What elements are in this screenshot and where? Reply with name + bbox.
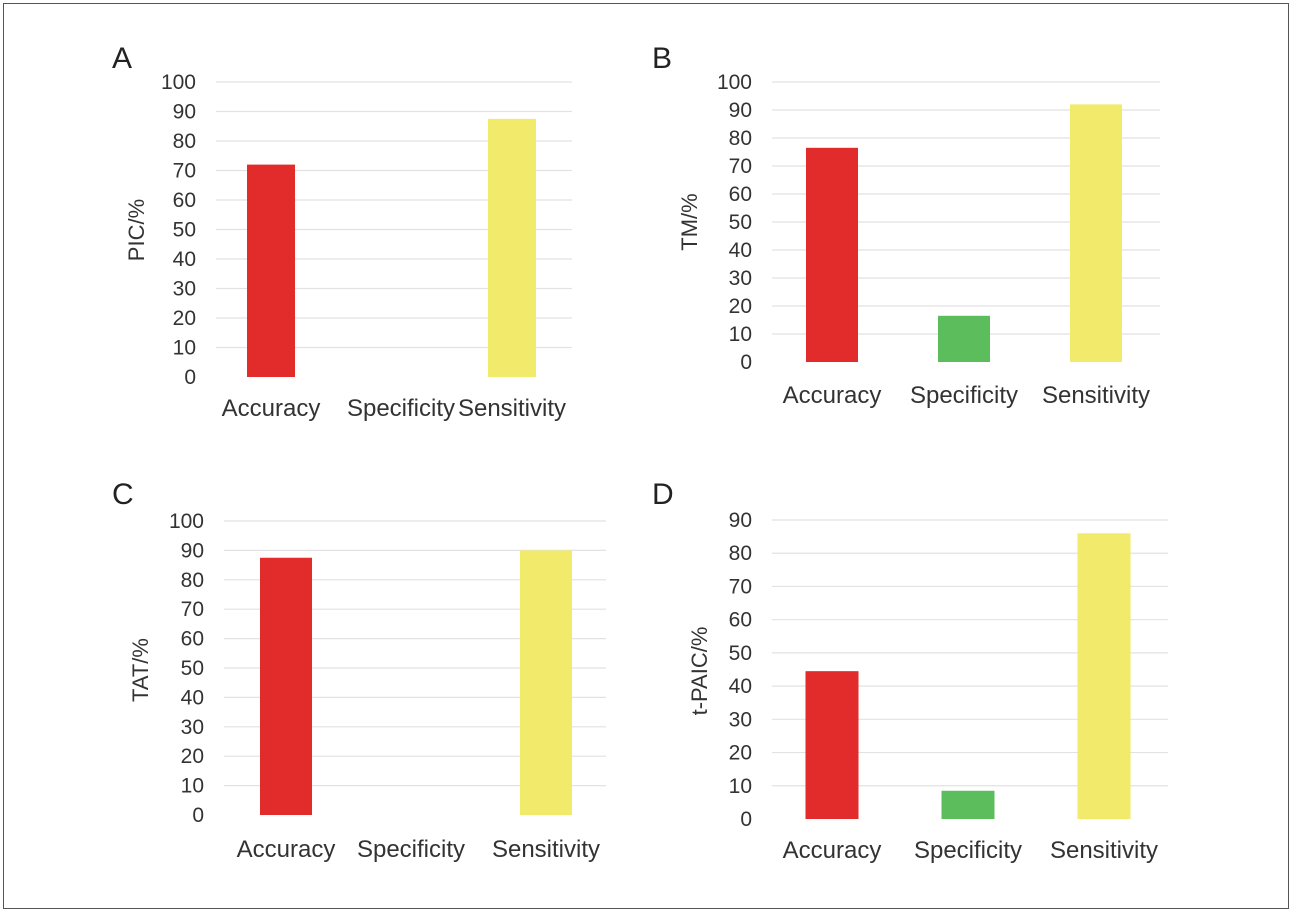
panel-letter: A — [112, 42, 132, 75]
y-tick-label: 100 — [161, 71, 196, 94]
y-tick-label: 10 — [729, 323, 752, 346]
x-category-label: Accuracy — [783, 382, 882, 409]
y-tick-label: 30 — [181, 716, 204, 739]
bar-accuracy — [805, 671, 859, 819]
y-tick-label: 90 — [173, 101, 196, 124]
y-tick-label: 60 — [729, 183, 752, 206]
chart-panel-b: B 0 10 20 30 40 50 60 70 80 90 100 TM/% Accuracy Speci… — [652, 42, 1160, 409]
y-tick-label: 70 — [729, 155, 752, 178]
x-category-label: Sensitivity — [492, 836, 600, 863]
x-category-label: Specificity — [357, 836, 465, 863]
y-tick-label: 90 — [729, 509, 752, 532]
y-tick-label: 10 — [181, 775, 204, 798]
y-tick-label: 0 — [192, 804, 204, 827]
x-category-label: Accuracy — [237, 836, 336, 863]
x-category-label: Accuracy — [222, 395, 321, 422]
y-tick-label: 40 — [173, 248, 196, 271]
bar-accuracy — [247, 164, 295, 377]
y-tick-label: 30 — [729, 708, 752, 731]
y-tick-label: 70 — [173, 160, 196, 183]
x-category-label: Accuracy — [783, 837, 882, 864]
x-category-label: Specificity — [914, 837, 1022, 864]
bar-sensitivity — [1070, 104, 1122, 363]
bar-accuracy — [806, 147, 858, 362]
y-tick-label: 80 — [729, 542, 752, 565]
bar-accuracy — [260, 557, 312, 815]
y-tick-label: 70 — [181, 598, 204, 621]
chart-panel-d: D 0 10 20 30 40 50 60 70 80 90 t-PAIC/% Accuracy Spec… — [652, 478, 1168, 864]
bar-specificity — [938, 315, 990, 362]
y-tick-label: 60 — [173, 189, 196, 212]
y-tick-label: 90 — [729, 99, 752, 122]
y-tick-label: 20 — [181, 745, 204, 768]
y-tick-label: 40 — [181, 686, 204, 709]
x-category-label: Specificity — [347, 395, 455, 422]
y-tick-label: 50 — [181, 657, 204, 680]
x-category-label: Sensitivity — [1042, 382, 1150, 409]
y-tick-label: 80 — [181, 569, 204, 592]
y-axis-title: TM/% — [677, 193, 702, 250]
y-tick-label: 60 — [729, 609, 752, 632]
y-tick-label: 0 — [184, 366, 196, 389]
y-tick-label: 50 — [729, 211, 752, 234]
y-tick-label: 30 — [729, 267, 752, 290]
y-tick-label: 30 — [173, 278, 196, 301]
bar-sensitivity — [520, 550, 572, 815]
panel-letter: D — [652, 478, 674, 511]
y-axis-title: TAT/% — [128, 638, 153, 702]
y-tick-label: 10 — [173, 337, 196, 360]
y-tick-label: 40 — [729, 239, 752, 262]
y-tick-label: 20 — [173, 307, 196, 330]
y-tick-label: 50 — [173, 219, 196, 242]
panel-letter: C — [112, 478, 134, 511]
y-tick-label: 20 — [729, 295, 752, 318]
chart-panel-a: A 0 10 20 30 40 50 60 70 80 90 100 PIC/% Accuracy Spec… — [112, 42, 572, 422]
y-tick-label: 40 — [729, 675, 752, 698]
y-axis-title: PIC/% — [124, 199, 149, 261]
y-tick-label: 0 — [740, 351, 752, 374]
x-category-label: Sensitivity — [1050, 837, 1158, 864]
y-tick-label: 20 — [729, 742, 752, 765]
bar-sensitivity — [488, 118, 536, 377]
bar-sensitivity — [1077, 533, 1131, 819]
y-tick-label: 50 — [729, 642, 752, 665]
y-tick-label: 80 — [729, 127, 752, 150]
y-tick-label: 100 — [717, 71, 752, 94]
x-category-label: Specificity — [910, 382, 1018, 409]
chart-panel-c: C 0 10 20 30 40 50 60 70 80 90 100 TAT/% Accuracy Spec… — [112, 478, 606, 863]
y-tick-label: 60 — [181, 628, 204, 651]
x-category-label: Sensitivity — [458, 395, 566, 422]
y-tick-label: 0 — [740, 808, 752, 831]
y-tick-label: 70 — [729, 575, 752, 598]
bar-specificity — [941, 790, 995, 819]
y-tick-label: 80 — [173, 130, 196, 153]
y-tick-label: 90 — [181, 539, 204, 562]
y-tick-label: 10 — [729, 775, 752, 798]
y-tick-label: 100 — [169, 510, 204, 533]
y-axis-title: t-PAIC/% — [687, 627, 712, 716]
panel-letter: B — [652, 42, 672, 75]
